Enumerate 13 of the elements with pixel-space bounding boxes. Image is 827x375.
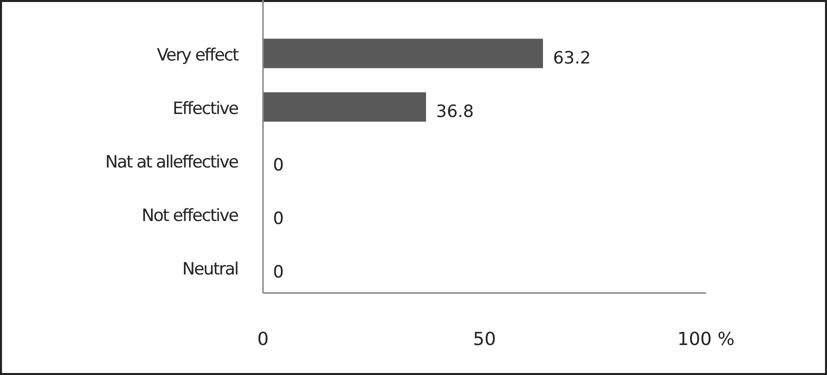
data-label: 0 xyxy=(273,262,284,283)
data-label: 0 xyxy=(273,156,284,176)
data-label: 63.2 xyxy=(552,48,591,68)
y-tick-label: Effective xyxy=(172,98,239,119)
x-tick-label: 0 xyxy=(257,329,269,350)
y-tick-label: Not effective xyxy=(142,206,239,226)
y-tick-label: Very effect xyxy=(156,45,240,66)
y-tick-label: Neutral xyxy=(182,260,238,280)
data-label: 0 xyxy=(273,209,284,230)
y-tick-label: Nat at alleffective xyxy=(105,152,239,172)
x-tick-label: 100 % xyxy=(677,329,735,350)
data-label: 36.8 xyxy=(436,102,474,122)
x-tick-label: 50 xyxy=(473,329,496,350)
